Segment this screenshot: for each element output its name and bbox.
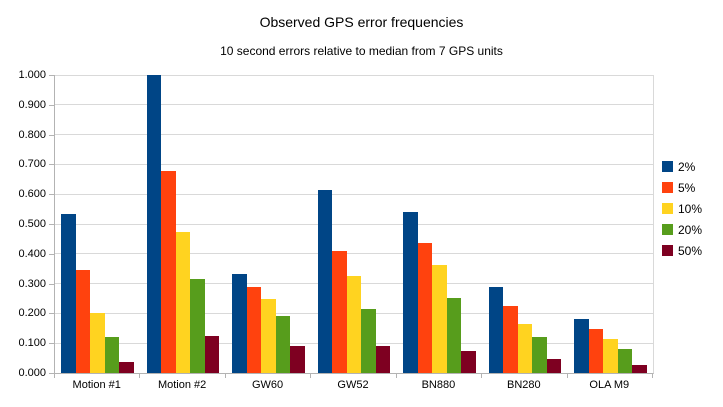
legend-item: 10% — [662, 198, 702, 219]
x-tick-label: Motion #1 — [72, 379, 121, 391]
bar-10pct — [432, 265, 447, 373]
y-tick — [49, 164, 54, 166]
legend-label: 50% — [678, 243, 703, 258]
x-tick — [652, 374, 653, 378]
legend-swatch-icon — [662, 224, 673, 235]
y-tick-label: 1.000 — [18, 69, 46, 81]
legend-swatch-icon — [662, 203, 673, 214]
y-gridline — [55, 163, 653, 165]
y-tick-label: 0.800 — [18, 128, 46, 141]
x-tick — [139, 374, 141, 378]
bar-10pct — [261, 299, 276, 373]
y-tick — [49, 134, 54, 136]
y-tick — [49, 253, 54, 255]
legend-label: 20% — [678, 222, 703, 237]
x-tick-label: BN880 — [421, 379, 456, 391]
x-tick — [224, 374, 226, 378]
x-tick-label: Motion #2 — [157, 379, 207, 391]
bar-2pct — [146, 75, 162, 373]
legend: 2% 5% 10% 20% 50% — [662, 156, 702, 261]
bar-2pct — [317, 190, 333, 373]
y-tick-label: 0.600 — [18, 188, 46, 201]
y-tick — [49, 224, 54, 225]
y-gridline — [55, 104, 653, 106]
bar-5pct — [332, 250, 347, 373]
bar-50pct — [632, 364, 647, 373]
legend-label: 5% — [678, 180, 696, 195]
x-tick-label: GW60 — [251, 379, 284, 391]
y-tick — [49, 373, 54, 374]
x-tick — [54, 374, 55, 378]
bar-20pct — [532, 337, 547, 373]
bar-10pct — [346, 276, 362, 373]
bar-2pct — [232, 273, 247, 373]
legend-item: 20% — [662, 219, 702, 240]
y-tick — [49, 104, 54, 106]
x-tick-label: GW52 — [337, 379, 369, 391]
bar-2pct — [488, 287, 504, 373]
bar-5pct — [161, 170, 176, 373]
bar-20pct — [190, 278, 205, 373]
bar-5pct — [417, 242, 433, 373]
bar-50pct — [375, 346, 391, 373]
bar-5pct — [75, 270, 91, 373]
legend-label: 2% — [678, 159, 696, 174]
y-tick-label: 0.100 — [18, 337, 46, 350]
x-tick — [566, 374, 568, 378]
y-gridline — [55, 74, 653, 76]
chart-title: Observed GPS error frequencies — [259, 14, 464, 30]
legend-swatch-icon — [662, 182, 673, 193]
bar-10pct — [175, 232, 191, 373]
y-tick-label: 0.900 — [18, 98, 46, 111]
bar-20pct — [446, 297, 462, 373]
y-gridline — [55, 223, 653, 225]
bar-50pct — [290, 346, 305, 373]
bar-5pct — [588, 329, 604, 373]
plot-area — [54, 74, 654, 374]
x-tick — [395, 374, 397, 378]
y-tick-label: 0.000 — [18, 367, 46, 379]
y-tick — [49, 283, 54, 285]
y-tick — [49, 313, 54, 315]
x-tick — [481, 374, 483, 378]
bar-50pct — [119, 361, 134, 373]
y-tick-label: 0.700 — [18, 158, 46, 171]
bar-5pct — [246, 286, 262, 373]
y-tick-label: 0.400 — [18, 247, 46, 260]
bar-2pct — [574, 319, 589, 373]
legend-item: 50% — [662, 240, 702, 261]
y-gridline — [55, 253, 653, 255]
chart-subtitle: 10 second errors relative to median from… — [220, 44, 503, 58]
bar-10pct — [517, 323, 533, 373]
legend-swatch-icon — [662, 245, 673, 256]
x-tick — [310, 374, 312, 378]
legend-swatch-icon — [662, 161, 673, 172]
y-tick-label: 0.200 — [18, 307, 46, 320]
bar-10pct — [90, 313, 105, 373]
x-tick-label: BN280 — [507, 379, 541, 391]
x-tick-label: OLA M9 — [589, 379, 630, 391]
bar-50pct — [546, 358, 562, 373]
legend-item: 2% — [662, 156, 702, 177]
y-tick-label: 0.300 — [18, 277, 46, 290]
legend-label: 10% — [678, 201, 703, 216]
bar-20pct — [361, 309, 376, 373]
bar-10pct — [603, 339, 618, 373]
legend-item: 5% — [662, 177, 702, 198]
bar-50pct — [204, 335, 220, 373]
y-gridline — [55, 193, 653, 195]
y-tick — [49, 75, 54, 76]
bar-2pct — [403, 212, 418, 373]
bar-20pct — [617, 349, 633, 373]
bar-5pct — [503, 305, 518, 373]
y-tick-label: 0.500 — [18, 218, 46, 230]
bar-2pct — [61, 213, 76, 373]
y-tick — [49, 194, 54, 196]
bar-50pct — [461, 351, 476, 373]
bar-20pct — [275, 315, 291, 373]
y-gridline — [55, 134, 653, 136]
bar-20pct — [104, 336, 120, 373]
y-tick — [49, 343, 54, 345]
